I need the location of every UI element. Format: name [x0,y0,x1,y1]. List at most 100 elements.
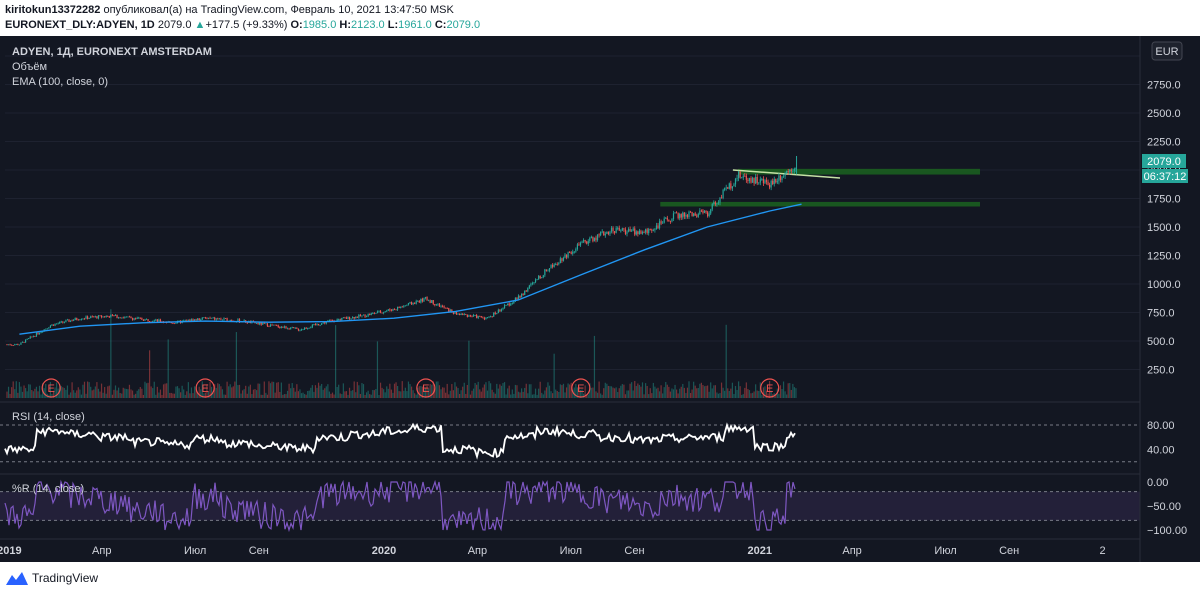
candle-body [528,285,530,289]
support-zone [660,201,980,207]
volume-bar [528,384,530,398]
volume-bar [220,386,222,398]
candle-body [486,317,489,319]
candle-body [778,175,780,182]
candle-body [314,324,317,326]
volume-bar [23,385,25,398]
volume-bar [254,389,256,398]
candles [6,155,798,346]
volume-bar [725,324,727,398]
volume-bar [578,386,580,398]
publisher-username[interactable]: kiritokun13372282 [5,4,101,16]
volume-bar [579,389,582,398]
volume-bar [77,387,79,398]
volume-bar [703,386,706,398]
candle-body [531,282,534,284]
volume-bar [707,385,709,398]
volume-bar [136,390,138,398]
candle-body [83,318,86,320]
volume-bar [632,390,634,398]
candle-body [34,336,36,337]
candle-body [125,316,127,318]
volume-bar [710,382,712,398]
volume-bar [234,381,236,398]
candle-body [29,336,31,339]
candle-body [82,318,84,320]
support-resistance-zones[interactable] [660,168,980,207]
tradingview-logo[interactable]: TradingView [6,571,98,585]
volume-bar [538,388,540,398]
candle-body [224,318,227,319]
volume-bar [200,389,202,398]
candle-body [393,308,396,310]
volume-bar [655,388,658,398]
candle-body [141,318,143,320]
candle-body [276,325,278,327]
candle-body [155,319,157,321]
volume-bar [223,394,225,398]
candle-body [105,316,107,318]
volume-bar [567,383,569,398]
candle-body [296,327,298,329]
volume-bar [378,394,380,398]
volume-bar [677,393,679,398]
candle-body [565,254,568,258]
candle-body [415,301,417,304]
candle-body [527,288,529,292]
candle-body [688,211,690,217]
volume-bar [448,394,450,398]
candle-body [384,311,386,313]
candle-body [559,258,561,264]
volume-bar [34,388,36,398]
volume-bar [657,387,659,398]
rsi-tick-label: 40.00 [1147,445,1175,457]
volume-bar [646,385,648,398]
candle-body [149,321,151,322]
volume-bar [610,386,613,398]
candle-body [122,317,124,319]
volume-bar [730,388,732,398]
volume-bar [741,394,743,398]
volume-bar [192,393,194,398]
volume-bar [497,388,499,398]
candle-body [462,314,464,315]
wr-tick-label: −50.00 [1147,501,1181,513]
candle-body [119,317,121,319]
chart-area[interactable]: E E E E E 250.0 500.0 750.0 1000.0 1250.0 1500.0 1… [0,36,1200,562]
candle-body [538,275,540,280]
candle-body [63,322,65,324]
candle-body [401,306,403,308]
candle-body [135,318,137,320]
candle-body [426,296,428,301]
volume-bar [452,390,454,398]
currency-button[interactable] [1151,41,1183,61]
candle-body [435,304,437,306]
candle-body [331,320,334,321]
volume-bar [702,384,704,398]
candle-body [218,318,220,320]
time-tick-label: Сен [249,545,269,557]
volume-bar [724,390,726,398]
candle-body [280,326,282,328]
volume-bar [170,392,172,398]
chart-svg[interactable]: E E E E E 250.0 500.0 750.0 1000.0 1250.0 1500.0 1… [0,36,1200,562]
candle-body [231,320,233,321]
candle-body [317,324,320,326]
candle-body [682,212,684,218]
candle-body [389,309,391,311]
volume-bar [519,392,521,398]
candle-body [583,240,585,242]
volume-bar [553,353,555,398]
time-axis[interactable]: 2019 Апр Июл Сен 2020 Апр Июл Сен 2021 Апр Июл Сен 2 [0,545,1106,557]
candle-body [593,237,596,242]
candle-body [764,180,766,184]
candle-body [490,316,492,318]
volume-bar [122,387,124,398]
volume-bar [302,392,304,398]
volume-bar [235,332,237,398]
candle-body [522,293,524,295]
volume-bar [339,393,341,398]
candle-body [741,177,743,179]
candle-body [229,320,231,322]
